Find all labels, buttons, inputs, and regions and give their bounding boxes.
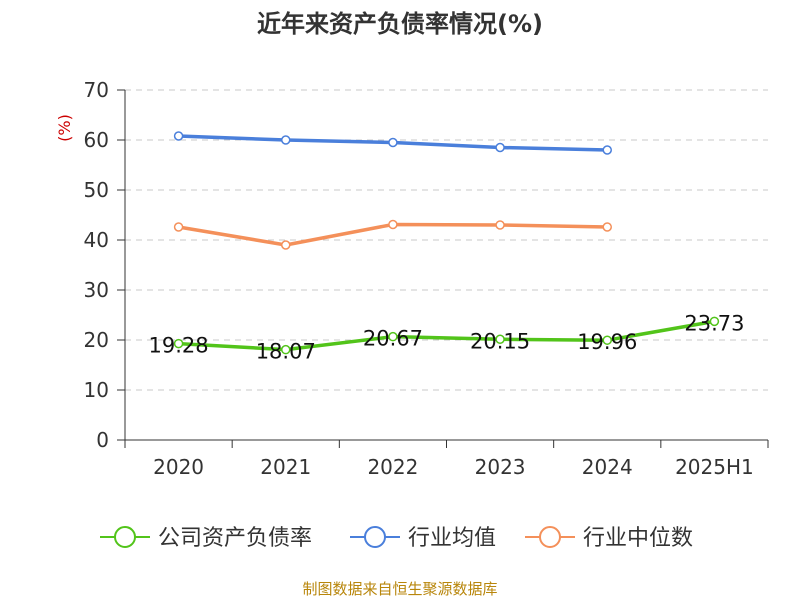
data-label: 18.07 <box>256 340 316 364</box>
data-point <box>388 137 398 148</box>
y-tick-label: 40 <box>84 228 109 252</box>
data-point <box>495 334 505 344</box>
y-tick-label: 60 <box>84 128 109 152</box>
data-point <box>281 344 291 355</box>
data-point <box>602 145 612 155</box>
y-tick-label: 10 <box>84 378 109 402</box>
y-tick-label: 0 <box>96 428 109 452</box>
data-point <box>709 316 720 327</box>
x-tick-label: 2022 <box>367 455 418 479</box>
x-tick-label: 2024 <box>582 455 633 479</box>
source-note: 制图数据来自恒生聚源数据库 <box>302 580 498 598</box>
data-label: 23.73 <box>684 311 744 335</box>
data-label: 20.15 <box>470 329 530 353</box>
y-axis-label: (%) <box>55 114 74 142</box>
legend-label: 行业中位数 <box>583 526 693 551</box>
data-label: 19.28 <box>149 334 209 358</box>
data-point <box>281 135 291 145</box>
x-tick-label: 2025H1 <box>675 455 754 479</box>
data-point <box>495 220 505 230</box>
data-point <box>173 338 184 349</box>
data-point <box>495 142 505 153</box>
legend-swatch-marker <box>364 526 386 548</box>
y-tick-label: 50 <box>84 178 109 202</box>
x-tick-label: 2023 <box>475 455 526 479</box>
data-point <box>173 222 184 232</box>
data-label: 20.67 <box>363 327 423 351</box>
series-line <box>178 319 715 352</box>
data-point <box>602 335 612 345</box>
chart-title: 近年来资产负债率情况(%) <box>257 10 543 38</box>
y-tick-label: 30 <box>84 278 109 302</box>
legend-swatch-marker <box>539 526 561 548</box>
legend-label: 行业均值 <box>408 526 496 551</box>
y-tick-label: 70 <box>84 78 109 102</box>
data-point <box>388 219 398 230</box>
legend-swatch-marker <box>114 526 136 548</box>
data-point <box>281 240 291 250</box>
legend-label: 公司资产负债率 <box>158 526 312 551</box>
data-label: 19.96 <box>577 330 637 354</box>
x-tick-label: 2020 <box>153 455 204 479</box>
y-tick-label: 20 <box>84 328 109 352</box>
data-point <box>173 131 184 141</box>
x-tick-label: 2021 <box>260 455 311 479</box>
data-point <box>602 222 612 232</box>
data-point <box>388 331 398 342</box>
